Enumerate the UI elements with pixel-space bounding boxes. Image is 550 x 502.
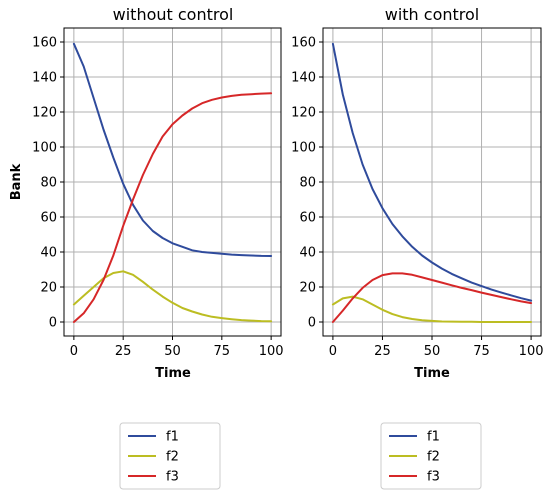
y-tick-label: 160: [291, 36, 316, 51]
chart-title: without control: [113, 5, 234, 24]
x-axis-label: Time: [155, 366, 191, 381]
chart-panel-with-control: with control 0 25 50 75 100 0 20 40 60 80 100 120 14…: [291, 5, 543, 381]
series-line-f1: [72, 42, 273, 257]
y-tick-label: 40: [299, 246, 316, 261]
y-tick-label: 80: [40, 176, 57, 191]
x-axis-label: Time: [414, 366, 450, 381]
series-line-f3: [72, 92, 273, 323]
y-tick-label: 140: [291, 71, 316, 86]
legend-right: f1 f2 f3: [380, 422, 482, 490]
y-tick-label: 100: [291, 141, 316, 156]
x-tick-label: 25: [115, 344, 132, 359]
y-tick-label: 20: [299, 281, 316, 296]
y-tick-label: 20: [40, 281, 57, 296]
y-tick-label: 40: [40, 246, 57, 261]
legend-label-f3: f3: [166, 470, 179, 485]
x-tick-label: 25: [374, 344, 391, 359]
legend-left: f1 f2 f3: [119, 422, 221, 490]
x-tick-label: 0: [329, 344, 337, 359]
y-tick-label: 160: [32, 36, 57, 51]
series-line-f1: [331, 42, 533, 302]
legend-label-f2: f2: [427, 450, 440, 465]
y-tick-label: 0: [308, 316, 316, 331]
legend-box: [119, 422, 221, 490]
legend-label-f3: f3: [427, 470, 440, 485]
y-tick-label: 0: [49, 316, 57, 331]
series-line-f3: [331, 272, 533, 323]
x-tick-label: 75: [214, 344, 231, 359]
x-tick-label: 50: [164, 344, 181, 359]
legend-box: [380, 422, 482, 490]
x-tick-label: 50: [424, 344, 441, 359]
y-tick-label: 120: [291, 106, 316, 121]
chart-panel-without-control: without control 0 25 50 75 100 0 20 40 60 80 100 12…: [9, 5, 284, 381]
legend-label-f1: f1: [427, 430, 440, 445]
x-tick-label: 75: [473, 344, 490, 359]
series-lines: [331, 42, 533, 323]
series-lines: [72, 42, 273, 323]
y-tick-label: 60: [299, 211, 316, 226]
y-axis-label: Bank: [9, 163, 24, 200]
grid: [64, 28, 281, 336]
series-line-f2: [72, 270, 273, 323]
y-tick-label: 120: [32, 106, 57, 121]
x-tick-label: 100: [259, 344, 284, 359]
y-tick-label: 140: [32, 71, 57, 86]
ticks: 0 25 50 75 100 0 20 40 60 80 100 120 140 160: [32, 36, 283, 360]
x-tick-label: 100: [519, 344, 544, 359]
y-tick-label: 60: [40, 211, 57, 226]
y-tick-label: 80: [299, 176, 316, 191]
chart-title: with control: [385, 5, 480, 24]
x-tick-label: 0: [70, 344, 78, 359]
legend-label-f2: f2: [166, 450, 179, 465]
grid: [323, 28, 541, 336]
y-tick-label: 100: [32, 141, 57, 156]
legend-label-f1: f1: [166, 430, 179, 445]
ticks: 0 25 50 75 100 0 20 40 60 80 100 120 140 160: [291, 36, 543, 360]
series-line-f2: [331, 295, 533, 323]
